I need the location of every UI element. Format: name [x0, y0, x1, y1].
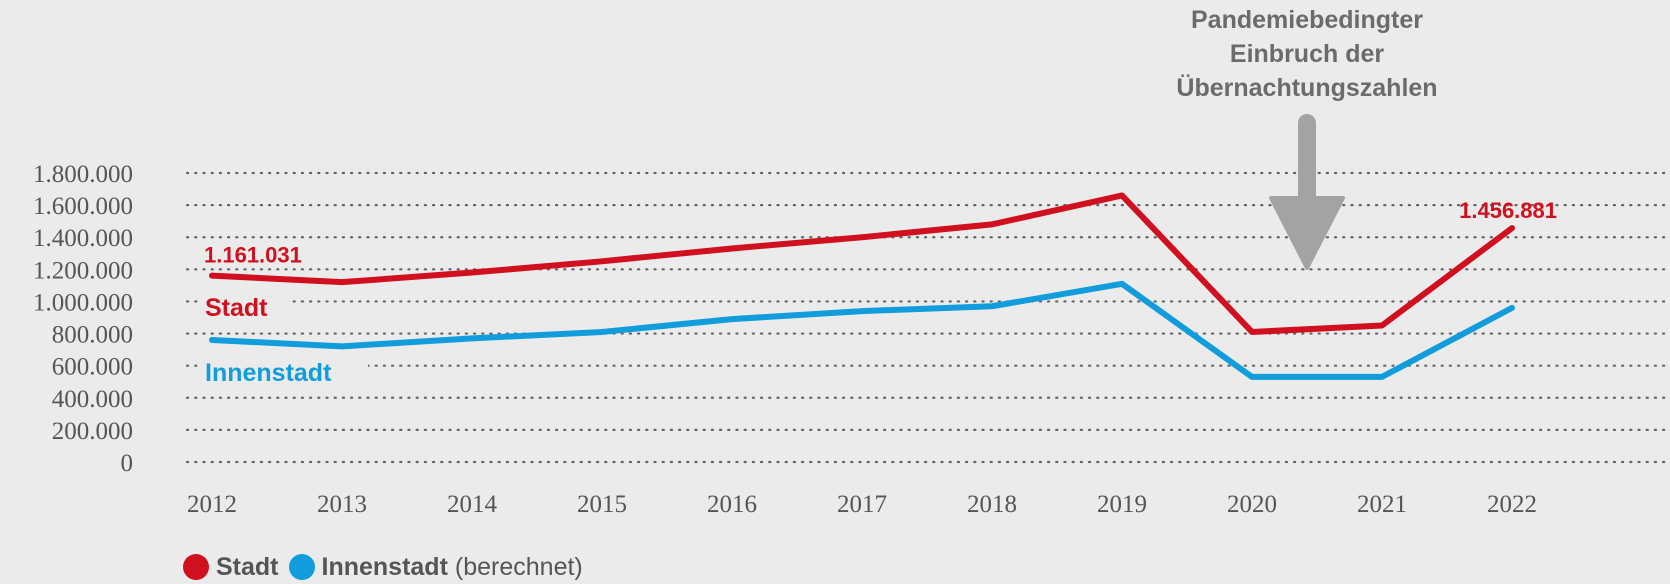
legend-swatch-innenstadt [288, 554, 315, 580]
y-tick-label: 1.400.000 [33, 225, 133, 252]
annotation-arrow [1269, 114, 1345, 270]
annotation-text-line: Übernachtungszahlen [1176, 73, 1437, 102]
x-tick-label: 2017 [837, 491, 887, 518]
x-tick-label: 2012 [187, 491, 237, 518]
x-tick-label: 2020 [1227, 491, 1277, 518]
x-tick-label: 2016 [707, 491, 757, 518]
legend-item-innenstadt: Innenstadt (berechnet) [288, 552, 583, 582]
series-label-bg [199, 357, 368, 389]
y-tick-label: 1.600.000 [33, 193, 133, 220]
x-tick-label: 2019 [1097, 491, 1147, 518]
series-line-stadt [209, 192, 1515, 335]
annotation-text-line: Einbruch der [1230, 40, 1384, 68]
x-tick-label: 2015 [577, 491, 627, 518]
legend-suffix-innenstadt: (berechnet) [454, 552, 583, 581]
y-axis: 1.800.000 1.600.000 1.400.000 1.200.000 1.00… [33, 161, 133, 477]
legend: Stadt Innenstadt (berechnet) [183, 550, 593, 584]
series-label-stadt: Stadt [205, 294, 268, 322]
annotation-text-line: Pandemiebedingter [1191, 6, 1423, 34]
y-tick-label: 0 [121, 450, 134, 477]
arrow-head [1269, 196, 1345, 270]
data-label: 1.456.881 [1459, 198, 1557, 223]
legend-item-stadt: Stadt [183, 553, 279, 582]
y-tick-label: 200.000 [52, 418, 133, 445]
x-tick-label: 2022 [1487, 491, 1537, 518]
y-tick-label: 800.000 [52, 322, 133, 349]
x-tick-label: 2021 [1357, 491, 1407, 518]
y-tick-label: 1.800.000 [33, 161, 133, 188]
x-axis: 2012 2013 2014 2015 2016 2017 2018 2019 2020 2021… [187, 491, 1537, 518]
data-label: 1.161.031 [204, 243, 302, 268]
x-tick-label: 2018 [967, 491, 1017, 518]
series-label-innenstadt: Innenstadt [205, 359, 332, 387]
x-tick-label: 2013 [317, 491, 367, 518]
gridlines [185, 171, 1670, 464]
legend-label-innenstadt: Innenstadt [321, 552, 448, 581]
y-tick-label: 1.200.000 [33, 257, 133, 284]
x-tick-label: 2014 [447, 491, 498, 518]
series-line-innenstadt [209, 280, 1515, 380]
y-tick-label: 400.000 [52, 386, 133, 413]
series-label-bg [199, 292, 291, 324]
legend-label-stadt: Stadt [216, 552, 279, 581]
y-tick-label: 1.000.000 [33, 289, 133, 316]
legend-swatch-stadt [183, 554, 209, 580]
y-tick-label: 600.000 [52, 354, 133, 381]
